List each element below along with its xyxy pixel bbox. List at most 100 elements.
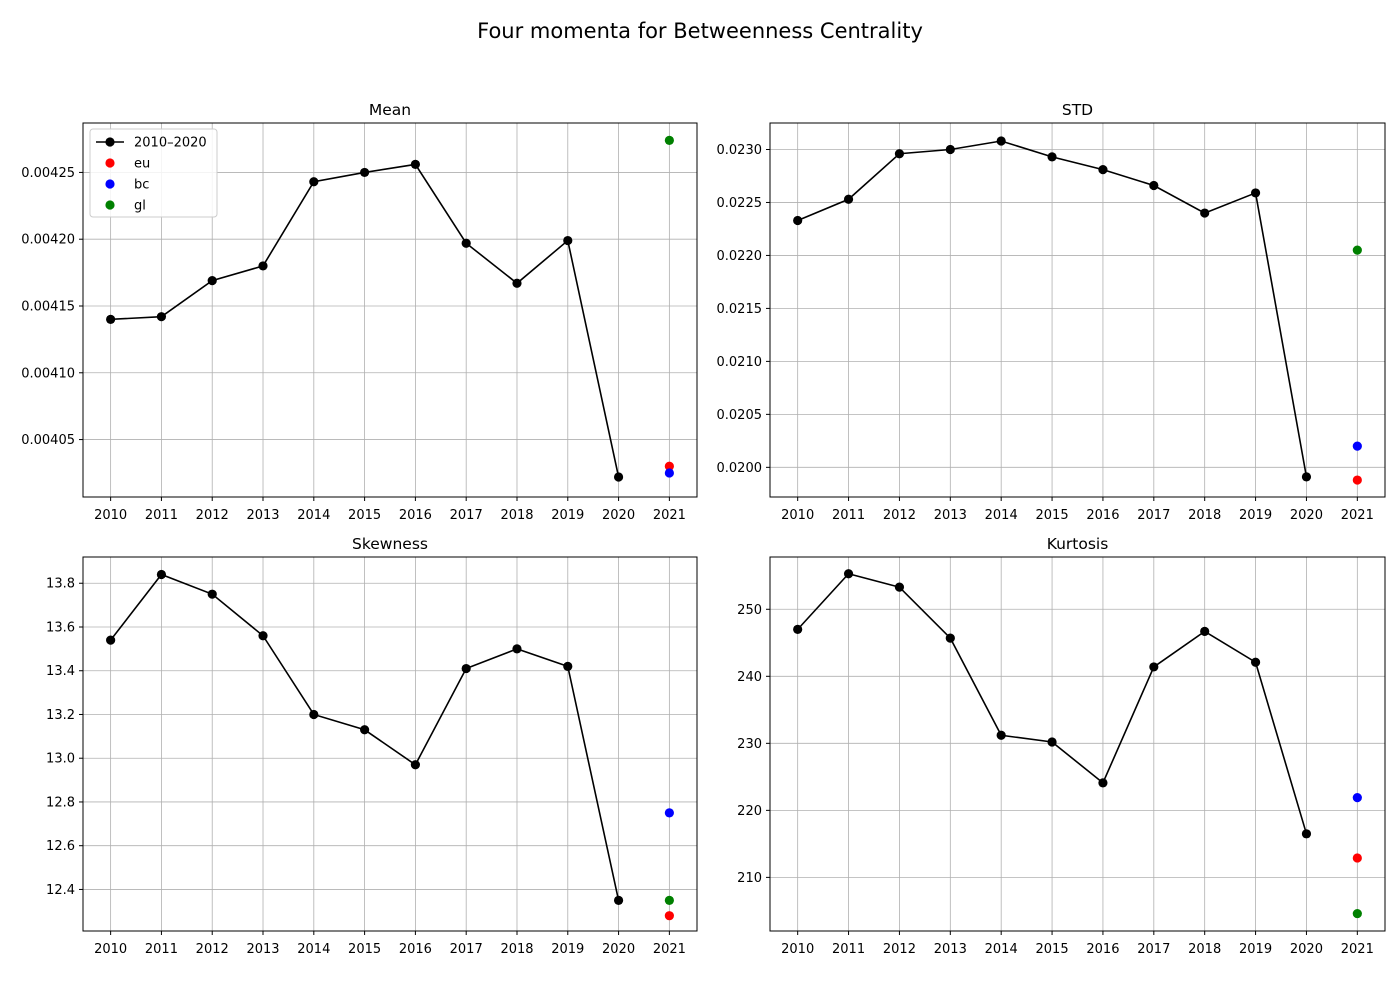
std-xtick-label: 2021 <box>1341 508 1374 523</box>
std-xtick-label: 2018 <box>1188 508 1221 523</box>
kurtosis-xtick-label: 2020 <box>1290 942 1323 957</box>
std-ytick-label: 0.0220 <box>717 249 763 264</box>
mean-series-2010-2020-point-2014 <box>309 177 319 187</box>
mean-xtick-label: 2020 <box>602 508 635 523</box>
std-ytick-label: 0.0210 <box>717 355 763 370</box>
std-series-2010-2020-point-2017 <box>1149 180 1159 191</box>
mean-series-eu-point-2021 <box>664 461 674 471</box>
mean-series-2010-2020-point-2020 <box>613 472 624 482</box>
mean-xtick-label: 2012 <box>196 508 229 523</box>
mean-xtick-label: 2011 <box>145 508 178 523</box>
kurtosis-xtick-label: 2017 <box>1137 942 1170 957</box>
kurtosis-series-2010-2020-point-2011 <box>843 569 854 579</box>
kurtosis-ytick-label: 250 <box>737 603 762 618</box>
mean-ytick-label: 0.00425 <box>21 166 75 181</box>
kurtosis-series-2010-2020-point-2014 <box>996 730 1006 740</box>
std-xtick-label: 2013 <box>934 508 967 523</box>
mean-series-2010-2020-point-2011 <box>156 312 167 322</box>
kurtosis-xtick-label: 2019 <box>1239 942 1272 957</box>
skewness-title: Skewness <box>352 535 428 553</box>
std-series-2010-2020-point-2010 <box>793 215 803 226</box>
skewness-xtick-label: 2010 <box>94 942 127 957</box>
skewness-series-2010-2020-point-2020 <box>613 895 624 905</box>
skewness-ytick-label: 12.6 <box>46 839 75 854</box>
mean-series-2010-2020-point-2013 <box>258 261 268 271</box>
mean-legend-label-2010-2020: 2010–2020 <box>134 136 207 151</box>
std-series-2010-2020-point-2012 <box>894 149 905 159</box>
skewness-xtick-label: 2019 <box>551 942 584 957</box>
std-ytick-label: 0.0205 <box>717 408 763 423</box>
kurtosis-ytick-label: 240 <box>737 670 762 685</box>
skewness-series-2010-2020-point-2017 <box>461 663 471 674</box>
kurtosis-series-2010-2020-point-2020 <box>1301 829 1312 839</box>
mean-legend-label-gl: gl <box>134 199 146 214</box>
skewness-ytick-label: 13.6 <box>46 620 75 635</box>
skewness-series-2010-2020-point-2019 <box>563 661 573 671</box>
std-xtick-label: 2020 <box>1290 508 1323 523</box>
mean-xtick-label: 2014 <box>297 508 330 523</box>
skewness-series-gl-point-2021 <box>664 895 674 905</box>
skewness-series-2010-2020-point-2014 <box>309 709 319 720</box>
kurtosis-xtick-label: 2015 <box>1036 942 1069 957</box>
skewness-xtick-label: 2013 <box>246 942 279 957</box>
mean-axes-frame <box>82 122 698 498</box>
mean-series-bc-point-2021 <box>664 468 674 478</box>
std-xtick-label: 2014 <box>985 508 1018 523</box>
kurtosis-xtick-label: 2018 <box>1188 942 1221 957</box>
mean-xtick-label: 2018 <box>500 508 533 523</box>
skewness-axes-frame <box>82 556 698 932</box>
std-ytick-label: 0.0225 <box>717 196 763 211</box>
std-ytick-label: 0.0230 <box>717 143 763 158</box>
kurtosis-xtick-label: 2010 <box>781 942 814 957</box>
skewness-series-2010-2020-point-2011 <box>156 569 167 580</box>
skewness-ytick-label: 13.4 <box>46 664 75 679</box>
std-xtick-label: 2017 <box>1137 508 1170 523</box>
skewness-series-2010-2020-point-2016 <box>410 760 420 770</box>
skewness-series-2010-2020-point-2010 <box>106 635 116 645</box>
std-series-bc-point-2021 <box>1352 441 1362 451</box>
kurtosis-series-2010-2020-point-2017 <box>1149 662 1159 672</box>
mean-legend-label-bc: bc <box>134 178 149 193</box>
kurtosis-series-gl-point-2021 <box>1352 908 1362 919</box>
skewness-ytick-label: 13.0 <box>46 752 75 767</box>
skewness-xtick-label: 2014 <box>297 942 330 957</box>
std-axes-frame <box>769 122 1386 498</box>
mean-xtick-label: 2015 <box>348 508 381 523</box>
skewness-xtick-label: 2020 <box>602 942 635 957</box>
skewness-series-2010-2020-point-2015 <box>360 725 370 735</box>
std-xtick-label: 2019 <box>1239 508 1272 523</box>
kurtosis-xtick-label: 2021 <box>1341 942 1374 957</box>
kurtosis-series-bc-point-2021 <box>1352 793 1362 803</box>
mean-title: Mean <box>369 101 411 119</box>
skewness-series-2010-2020-point-2018 <box>512 644 522 654</box>
kurtosis-xtick-label: 2011 <box>832 942 865 957</box>
mean-legend-box <box>89 128 218 218</box>
skewness-series-bc-point-2021 <box>664 808 674 818</box>
std-series-2010-2020-point-2016 <box>1098 165 1108 175</box>
skewness-panel: 2010 2011 2012 2013 2014 2015 2016 2017 2018 2019… <box>46 535 698 957</box>
std-series-2010-2020-point-2015 <box>1047 152 1057 162</box>
std-ytick-label: 0.0200 <box>717 461 763 476</box>
kurtosis-panel: 2010 2011 2012 2013 2014 2015 2016 2017 2018 2019… <box>737 535 1386 957</box>
std-series-gl-point-2021 <box>1352 245 1362 255</box>
kurtosis-xtick-label: 2013 <box>934 942 967 957</box>
kurtosis-xtick-label: 2012 <box>883 942 916 957</box>
std-title: STD <box>1062 101 1093 119</box>
mean-series-2010-2020-point-2015 <box>360 167 370 178</box>
kurtosis-series-2010-2020-point-2012 <box>894 582 905 592</box>
mean-ytick-label: 0.00420 <box>21 233 75 248</box>
skewness-ytick-label: 12.4 <box>46 883 75 898</box>
std-xtick-label: 2010 <box>781 508 814 523</box>
std-series-2010-2020-point-2013 <box>945 144 955 155</box>
skewness-series-2010-2020-point-2012 <box>207 589 217 599</box>
mean-ytick-label: 0.00410 <box>21 366 75 381</box>
kurtosis-series-2010-2020-point-2018 <box>1200 626 1210 636</box>
mean-xtick-label: 2017 <box>450 508 483 523</box>
mean-series-2010-2020-point-2018 <box>512 278 522 288</box>
skewness-xtick-label: 2018 <box>500 942 533 957</box>
skewness-series-2010-2020-point-2013 <box>258 631 268 641</box>
mean-xtick-label: 2013 <box>246 508 279 523</box>
kurtosis-series-2010-2020-point-2015 <box>1047 737 1057 747</box>
